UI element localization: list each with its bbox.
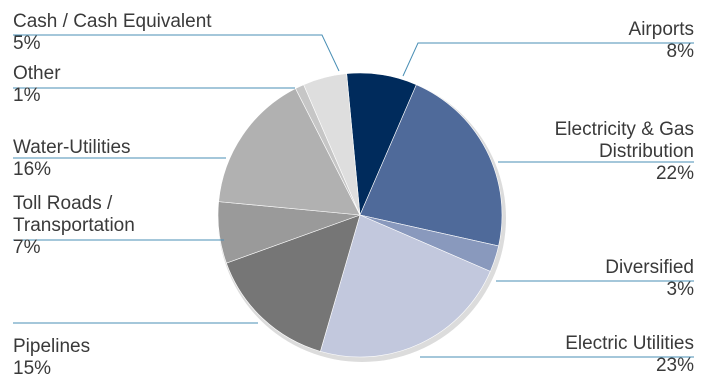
slice-label-5-line-0: Toll Roads /: [13, 193, 113, 214]
pie-slice-1: [359, 84, 503, 247]
slice-label-1-line-0: Electricity & Gas: [555, 119, 694, 140]
slice-value-1: 22%: [656, 163, 694, 184]
slice-value-7: 1%: [13, 85, 41, 106]
slice-value-2: 3%: [667, 279, 695, 300]
slice-label-1-line-1: Distribution: [599, 141, 694, 162]
pie-slice-4: [226, 214, 361, 352]
slice-value-5: 7%: [13, 237, 41, 258]
slice-label-4: Pipelines: [13, 336, 90, 357]
pie-slice-6: [218, 88, 361, 216]
slice-value-6: 16%: [13, 159, 51, 180]
slice-label-8: Cash / Cash Equivalent: [13, 11, 212, 32]
slice-value-4: 15%: [13, 358, 51, 379]
slice-value-0: 8%: [667, 41, 695, 62]
slice-label-3: Electric Utilities: [565, 333, 694, 354]
slice-label-7: Other: [13, 63, 61, 84]
pie-slice-8: [303, 73, 361, 216]
slice-label-5-line-1: Transportation: [13, 215, 135, 236]
leader-line-0: [402, 42, 694, 77]
slice-label-0: Airports: [629, 19, 694, 40]
slice-label-2: Diversified: [605, 257, 694, 278]
slice-value-3: 23%: [656, 355, 694, 376]
pie-slice-3: [320, 214, 491, 358]
slice-value-8: 5%: [13, 33, 41, 54]
leader-line-8: [13, 34, 340, 72]
leader-lines: [13, 34, 694, 358]
slice-label-6: Water-Utilities: [13, 137, 131, 158]
pie-slices: [217, 72, 503, 358]
